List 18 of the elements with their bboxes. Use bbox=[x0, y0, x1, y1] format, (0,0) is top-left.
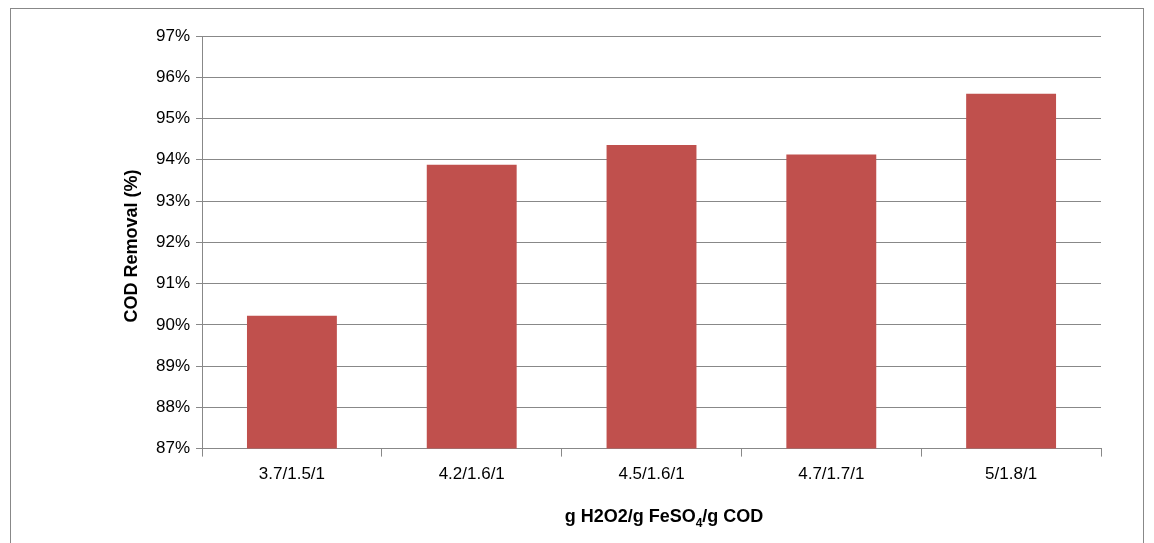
y-tick-label: 92% bbox=[155, 231, 191, 251]
y-tick-label: 95% bbox=[155, 108, 191, 128]
y-tick-label: 96% bbox=[155, 66, 191, 86]
y-tick-label: 97% bbox=[155, 25, 191, 45]
y-tick-label: 89% bbox=[155, 355, 191, 375]
y-tick-label: 93% bbox=[155, 190, 191, 210]
y-tick-label: 87% bbox=[155, 438, 191, 458]
x-tick-label: 4.7/1.7/1 bbox=[798, 464, 865, 484]
x-tick-label: 5/1.8/1 bbox=[985, 464, 1038, 484]
x-tick-label: 4.2/1.6/1 bbox=[438, 464, 505, 484]
y-tick-label: 88% bbox=[155, 397, 191, 417]
y-tick-label: 94% bbox=[155, 149, 191, 169]
y-tick-label: 90% bbox=[155, 314, 191, 334]
y-tick-label: 91% bbox=[155, 273, 191, 293]
y-axis-title: COD Removal (%) bbox=[120, 169, 142, 323]
x-tick-label: 3.7/1.5/1 bbox=[258, 464, 326, 484]
x-tick-label: 4.5/1.6/1 bbox=[618, 464, 685, 484]
x-axis-title: g H2O2/g FeSO$_{4}$/g COD bbox=[563, 506, 765, 530]
